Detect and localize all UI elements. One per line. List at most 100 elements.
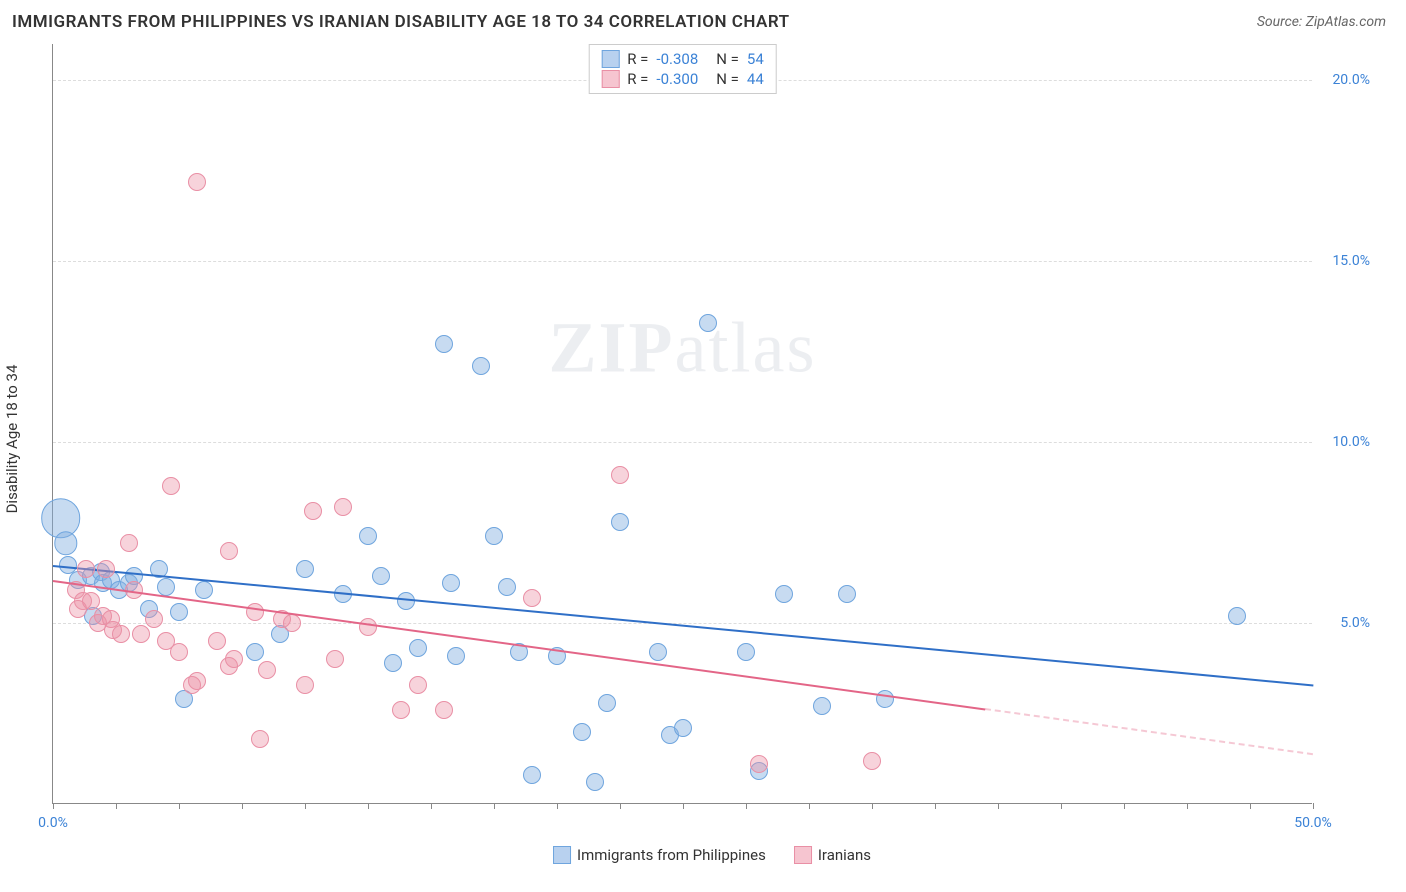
data-point-philippines bbox=[737, 643, 755, 661]
trend-line bbox=[985, 708, 1313, 755]
x-tick bbox=[935, 803, 936, 809]
x-tick bbox=[1187, 803, 1188, 809]
x-tick bbox=[305, 803, 306, 809]
data-point-iranians bbox=[188, 672, 206, 690]
legend-swatch bbox=[601, 70, 619, 88]
data-point-philippines bbox=[442, 574, 460, 592]
data-point-iranians bbox=[326, 650, 344, 668]
y-axis-label: Disability Age 18 to 34 bbox=[3, 365, 21, 514]
grid-line bbox=[53, 442, 1312, 443]
data-point-philippines bbox=[586, 773, 604, 791]
x-tick bbox=[809, 803, 810, 809]
x-tick bbox=[179, 803, 180, 809]
watermark-rest: atlas bbox=[675, 307, 817, 387]
chart-container: Disability Age 18 to 34 ZIPatlas R =-0.3… bbox=[52, 44, 1372, 834]
watermark: ZIPatlas bbox=[549, 306, 817, 389]
legend-swatch bbox=[553, 846, 571, 864]
data-point-iranians bbox=[611, 466, 629, 484]
data-point-philippines bbox=[498, 578, 516, 596]
data-point-iranians bbox=[132, 625, 150, 643]
series-legend-item: Iranians bbox=[794, 846, 871, 864]
data-point-iranians bbox=[304, 502, 322, 520]
x-tick bbox=[494, 803, 495, 809]
data-point-iranians bbox=[283, 614, 301, 632]
data-point-iranians bbox=[112, 625, 130, 643]
x-tick bbox=[620, 803, 621, 809]
data-point-philippines bbox=[195, 581, 213, 599]
data-point-iranians bbox=[409, 676, 427, 694]
data-point-philippines bbox=[384, 654, 402, 672]
data-point-philippines bbox=[699, 314, 717, 332]
x-tick bbox=[368, 803, 369, 809]
x-tick bbox=[683, 803, 684, 809]
data-point-iranians bbox=[258, 661, 276, 679]
chart-title: IMMIGRANTS FROM PHILIPPINES VS IRANIAN D… bbox=[12, 12, 790, 32]
y-tick-label: 5.0% bbox=[1340, 615, 1370, 631]
stats-legend: R =-0.308N =54R =-0.300N =44 bbox=[588, 44, 777, 94]
data-point-philippines bbox=[409, 639, 427, 657]
y-tick-label: 20.0% bbox=[1332, 72, 1370, 88]
y-tick-label: 10.0% bbox=[1332, 434, 1370, 450]
data-point-philippines bbox=[397, 592, 415, 610]
data-point-philippines bbox=[611, 513, 629, 531]
x-tick bbox=[1313, 803, 1314, 809]
data-point-iranians bbox=[246, 603, 264, 621]
watermark-z: ZIP bbox=[549, 307, 675, 387]
x-tick bbox=[1250, 803, 1251, 809]
r-label: R = bbox=[627, 50, 648, 68]
data-point-iranians bbox=[435, 701, 453, 719]
data-point-philippines bbox=[372, 567, 390, 585]
data-point-philippines bbox=[573, 723, 591, 741]
data-point-philippines bbox=[472, 357, 490, 375]
data-point-philippines bbox=[157, 578, 175, 596]
stats-legend-row: R =-0.308N =54 bbox=[601, 49, 764, 69]
data-point-iranians bbox=[77, 560, 95, 578]
data-point-philippines bbox=[813, 697, 831, 715]
data-point-philippines bbox=[447, 647, 465, 665]
data-point-philippines bbox=[359, 527, 377, 545]
data-point-philippines bbox=[775, 585, 793, 603]
data-point-philippines bbox=[1228, 607, 1246, 625]
data-point-iranians bbox=[863, 752, 881, 770]
x-tick bbox=[557, 803, 558, 809]
n-label: N = bbox=[716, 50, 739, 68]
x-tick bbox=[242, 803, 243, 809]
data-point-philippines bbox=[296, 560, 314, 578]
r-label: R = bbox=[627, 70, 648, 88]
data-point-philippines bbox=[485, 527, 503, 545]
x-tick bbox=[1124, 803, 1125, 809]
n-value: 54 bbox=[747, 50, 764, 68]
data-point-iranians bbox=[523, 589, 541, 607]
x-tick-label: 0.0% bbox=[38, 815, 68, 831]
data-point-philippines bbox=[170, 603, 188, 621]
legend-swatch bbox=[601, 50, 619, 68]
data-point-iranians bbox=[97, 560, 115, 578]
x-tick bbox=[998, 803, 999, 809]
data-point-iranians bbox=[220, 542, 238, 560]
chart-header: IMMIGRANTS FROM PHILIPPINES VS IRANIAN D… bbox=[0, 0, 1406, 40]
data-point-philippines bbox=[435, 335, 453, 353]
data-point-iranians bbox=[145, 610, 163, 628]
data-point-iranians bbox=[296, 676, 314, 694]
source-label: Source: bbox=[1257, 14, 1306, 30]
data-point-iranians bbox=[334, 498, 352, 516]
data-point-iranians bbox=[750, 755, 768, 773]
legend-swatch bbox=[794, 846, 812, 864]
series-legend-label: Immigrants from Philippines bbox=[577, 846, 766, 864]
series-legend-label: Iranians bbox=[818, 846, 871, 864]
x-tick-label: 50.0% bbox=[1294, 815, 1332, 831]
data-point-iranians bbox=[251, 730, 269, 748]
data-point-philippines bbox=[876, 690, 894, 708]
plot-area: ZIPatlas R =-0.308N =54R =-0.300N =44 5.… bbox=[52, 44, 1312, 804]
y-tick-label: 15.0% bbox=[1332, 253, 1370, 269]
grid-line bbox=[53, 261, 1312, 262]
data-point-iranians bbox=[359, 618, 377, 636]
data-point-philippines bbox=[54, 532, 77, 555]
data-point-iranians bbox=[120, 534, 138, 552]
data-point-iranians bbox=[208, 632, 226, 650]
data-point-philippines bbox=[674, 719, 692, 737]
x-tick bbox=[116, 803, 117, 809]
x-tick bbox=[872, 803, 873, 809]
r-value: -0.300 bbox=[656, 70, 698, 88]
data-point-philippines bbox=[246, 643, 264, 661]
